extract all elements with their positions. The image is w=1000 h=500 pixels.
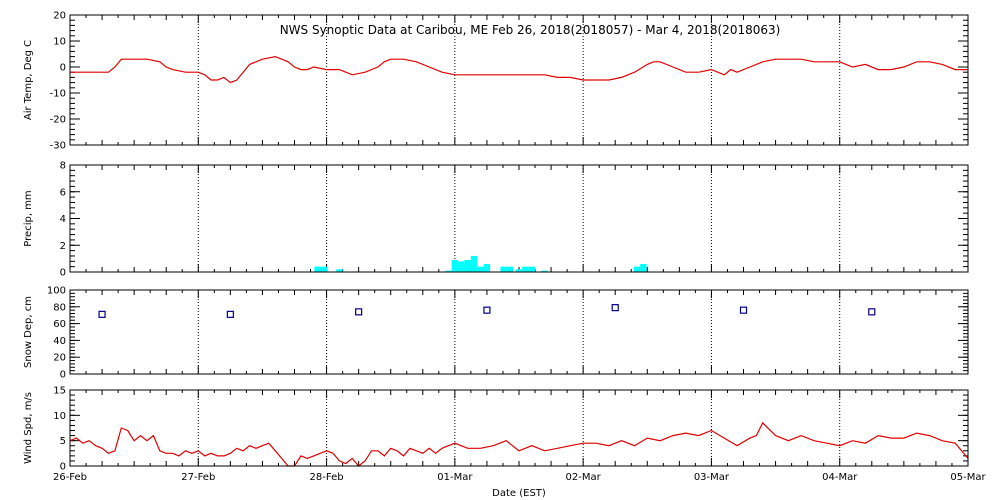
y-tick-label: 8 <box>60 161 66 172</box>
y-axis-label: Snow Dep, cm <box>23 296 34 368</box>
y-tick-label: -20 <box>50 115 66 126</box>
precip-bar <box>470 255 478 272</box>
precip-bar <box>541 270 548 272</box>
y-tick-label: 0 <box>60 268 66 279</box>
y-tick-label: 40 <box>53 336 66 347</box>
x-axis-label: Date (EST) <box>492 488 546 499</box>
y-axis-label: Precip, mm <box>23 190 34 246</box>
y-tick-label: 10 <box>53 37 66 48</box>
snow-depth-point <box>226 310 234 318</box>
precip-bar <box>314 266 321 272</box>
snow-depth-point <box>355 308 363 316</box>
precip-bar <box>464 259 471 272</box>
precip-bar <box>506 266 514 272</box>
chart-title: NWS Synoptic Data at Caribou, ME Feb 26,… <box>280 23 781 37</box>
panel-frame <box>69 164 969 273</box>
x-tick-label: 27-Feb <box>181 472 215 483</box>
x-tick-label: 26-Feb <box>53 472 87 483</box>
series-line <box>70 55 968 84</box>
precip-bar <box>483 263 491 272</box>
precip-bar <box>640 263 647 272</box>
precip-bar <box>458 261 465 272</box>
x-tick-label: 05-Mar <box>950 472 986 483</box>
panel-frame <box>69 289 969 375</box>
precip-bar <box>320 266 328 272</box>
y-axis-label: Wind Spd, m/s <box>23 392 34 464</box>
snow-depth-point <box>483 306 491 314</box>
x-tick-label: 01-Mar <box>437 472 473 483</box>
y-tick-label: 0 <box>60 63 66 74</box>
snow-depth-point <box>868 308 876 316</box>
precip-bar <box>515 269 523 272</box>
precip-bar <box>522 266 529 272</box>
x-tick-label: 04-Mar <box>822 472 858 483</box>
y-tick-label: -10 <box>50 89 66 100</box>
x-tick-label: 28-Feb <box>310 472 344 483</box>
snow-depth-point <box>611 304 619 312</box>
chart-panels: -30 -20 -10 0 10 20 Air Temp, Deg C 0 2 4 6 8 Precip… <box>23 11 986 484</box>
precip-bar <box>336 269 343 272</box>
precip-panel: 0 2 4 6 8 Precip, mm <box>23 161 969 279</box>
y-tick-label: 15 <box>53 386 66 397</box>
y-tick-label: 80 <box>53 302 66 313</box>
precip-bar <box>445 270 452 272</box>
snow-panel: 0 20 40 60 80 100 Snow Dep, cm <box>23 286 969 381</box>
x-tick-label: 03-Mar <box>694 472 730 483</box>
panel-frame <box>69 389 969 467</box>
y-tick-label: 20 <box>53 353 66 364</box>
y-tick-label: 20 <box>53 11 66 22</box>
wind-panel: 0 5 10 15 Wind Spd, m/s <box>23 386 969 473</box>
x-tick-label: 02-Mar <box>566 472 602 483</box>
y-axis-label: Air Temp, Deg C <box>23 40 34 120</box>
y-tick-label: 2 <box>60 241 66 252</box>
panel-frame <box>69 14 969 146</box>
y-tick-label: 5 <box>60 436 66 447</box>
snow-depth-point <box>98 310 106 318</box>
y-tick-label: 0 <box>60 462 66 473</box>
precip-bar <box>477 266 484 272</box>
precip-bar <box>633 266 641 272</box>
precip-bar <box>500 266 507 272</box>
y-tick-label: -30 <box>50 141 66 152</box>
y-tick-label: 100 <box>47 286 66 297</box>
series-line <box>69 421 969 467</box>
y-tick-label: 6 <box>60 187 66 198</box>
y-tick-label: 10 <box>53 411 66 422</box>
temp-panel: -30 -20 -10 0 10 20 Air Temp, Deg C <box>23 11 969 152</box>
y-tick-label: 4 <box>60 214 66 225</box>
y-tick-label: 60 <box>53 319 66 330</box>
precip-bar <box>528 266 536 272</box>
snow-depth-point <box>739 306 748 314</box>
precip-bar <box>451 259 459 272</box>
y-tick-label: 0 <box>60 370 66 381</box>
